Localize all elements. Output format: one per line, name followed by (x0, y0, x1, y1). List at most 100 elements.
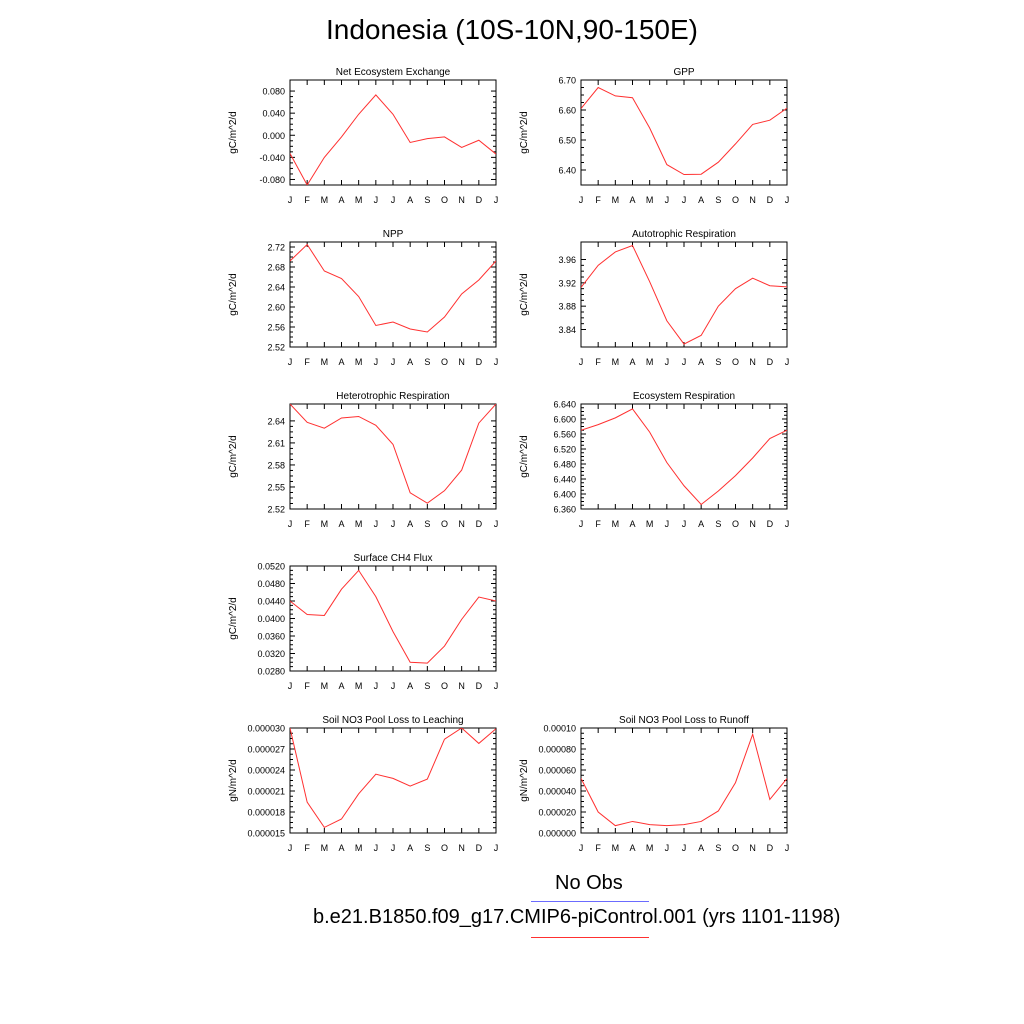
surface-ch4-flux-frame (289, 565, 497, 672)
ecosystem-respiration-xtick-label: M (612, 519, 620, 529)
gpp-ytick-label: 6.70 (558, 76, 576, 86)
ecosystem-respiration-xtick-label: A (698, 519, 704, 529)
autotrophic-respiration-xtick-label: O (732, 357, 739, 367)
npp-ytick-label: 2.64 (267, 283, 285, 293)
net-ecosystem-exchange-series-line (290, 94, 496, 185)
gpp-xtick-label: F (595, 195, 601, 205)
heterotrophic-respiration-series-line (290, 404, 496, 504)
ecosystem-respiration-xtick-label: N (749, 519, 756, 529)
net-ecosystem-exchange-xtick-label: A (338, 195, 344, 205)
ecosystem-respiration-ytick-label: 6.440 (553, 475, 576, 485)
net-ecosystem-exchange-xtick-label: J (494, 195, 499, 205)
autotrophic-respiration-ylabel: gC/m^2/d (519, 273, 530, 316)
autotrophic-respiration-title: Autotrophic Respiration (632, 229, 736, 240)
gpp-xtick-label: M (612, 195, 620, 205)
soil-no3-leaching-xtick-label: M (355, 843, 363, 853)
gpp-series-line (581, 86, 787, 176)
soil-no3-leaching-xtick-label: D (476, 843, 483, 853)
soil-no3-runoff-title: Soil NO3 Pool Loss to Runoff (619, 715, 749, 726)
soil-no3-runoff-xtick-label: J (665, 843, 670, 853)
npp-ytick-label: 2.68 (267, 263, 285, 273)
heterotrophic-respiration-xtick-label: J (288, 519, 293, 529)
surface-ch4-flux-xtick-label: M (321, 681, 329, 691)
npp-xtick-label: M (355, 357, 363, 367)
soil-no3-leaching-xtick-label: J (391, 843, 396, 853)
heterotrophic-respiration-ytick-label: 2.58 (267, 460, 285, 470)
gpp-xtick-label: J (682, 195, 687, 205)
npp-xtick-label: N (458, 357, 465, 367)
soil-no3-leaching-xtick-label: A (407, 843, 413, 853)
ecosystem-respiration-xtick-label: A (629, 519, 635, 529)
soil-no3-leaching-series-line (290, 728, 496, 829)
npp-xtick-label: J (494, 357, 499, 367)
surface-ch4-flux-ytick-label: 0.0520 (257, 562, 285, 572)
net-ecosystem-exchange-xtick-label: D (476, 195, 483, 205)
soil-no3-runoff-ytick-label: 0.000040 (538, 787, 576, 797)
autotrophic-respiration-ytick-label: 3.96 (558, 255, 576, 265)
heterotrophic-respiration-frame (289, 403, 497, 510)
surface-ch4-flux-xtick-label: D (476, 681, 483, 691)
surface-ch4-flux-xtick-label: O (441, 681, 448, 691)
soil-no3-runoff-xtick-label: J (682, 843, 687, 853)
soil-no3-runoff-xtick-label: N (749, 843, 756, 853)
ecosystem-respiration-series-line (581, 408, 787, 506)
ecosystem-respiration-xtick-label: J (665, 519, 670, 529)
npp-xtick-label: J (374, 357, 379, 367)
gpp-xtick-label: N (749, 195, 756, 205)
soil-no3-runoff-xtick-label: A (629, 843, 635, 853)
surface-ch4-flux-title: Surface CH4 Flux (354, 553, 433, 564)
figure-title: Indonesia (10S-10N,90-150E) (325, 14, 698, 45)
legend-model-label: b.e21.B1850.f09_g17.CMIP6-piControl.001 … (313, 906, 841, 928)
ecosystem-respiration-ytick-label: 6.400 (553, 490, 576, 500)
net-ecosystem-exchange-ytick-label: -0.040 (259, 153, 285, 163)
autotrophic-respiration-frame (580, 241, 788, 348)
soil-no3-runoff-xtick-label: J (579, 843, 584, 853)
gpp-frame (580, 79, 788, 186)
soil-no3-runoff-xtick-label: M (612, 843, 620, 853)
soil-no3-runoff-frame (580, 727, 788, 834)
net-ecosystem-exchange-xtick-label: A (407, 195, 413, 205)
gpp-xtick-label: J (785, 195, 790, 205)
heterotrophic-respiration-ylabel: gC/m^2/d (228, 435, 239, 478)
surface-ch4-flux-ylabel: gC/m^2/d (228, 597, 239, 640)
net-ecosystem-exchange-ytick-label: 0.080 (262, 87, 285, 97)
surface-ch4-flux-ytick-label: 0.0480 (257, 579, 285, 589)
soil-no3-leaching-xtick-label: F (304, 843, 310, 853)
net-ecosystem-exchange-xtick-label: J (391, 195, 396, 205)
heterotrophic-respiration-xtick-label: A (338, 519, 344, 529)
heterotrophic-respiration-ytick-label: 2.61 (267, 438, 285, 448)
soil-no3-runoff-xtick-label: F (595, 843, 601, 853)
net-ecosystem-exchange-ytick-label: -0.080 (259, 175, 285, 185)
heterotrophic-respiration-xtick-label: J (391, 519, 396, 529)
soil-no3-leaching-ytick-label: 0.000021 (247, 787, 285, 797)
soil-no3-leaching-ytick-label: 0.000018 (247, 808, 285, 818)
net-ecosystem-exchange-ytick-label: 0.040 (262, 109, 285, 119)
surface-ch4-flux-xtick-label: J (288, 681, 293, 691)
npp-xtick-label: F (304, 357, 310, 367)
soil-no3-runoff-xtick-label: S (715, 843, 721, 853)
soil-no3-leaching-xtick-label: M (321, 843, 329, 853)
surface-ch4-flux-xtick-label: M (355, 681, 363, 691)
autotrophic-respiration-xtick-label: M (646, 357, 654, 367)
npp-xtick-label: D (476, 357, 483, 367)
surface-ch4-flux-ytick-label: 0.0360 (257, 632, 285, 642)
gpp-ytick-label: 6.40 (558, 166, 576, 176)
npp-ytick-label: 2.72 (267, 243, 285, 253)
surface-ch4-flux-xtick-label: A (407, 681, 413, 691)
ecosystem-respiration-ytick-label: 6.600 (553, 415, 576, 425)
gpp-xtick-label: O (732, 195, 739, 205)
net-ecosystem-exchange-xtick-label: M (355, 195, 363, 205)
soil-no3-leaching-panel: Soil NO3 Pool Loss to Leaching gN/m^2/d J F… (228, 715, 498, 853)
soil-no3-leaching-frame (289, 727, 497, 834)
npp-ylabel: gC/m^2/d (228, 273, 239, 316)
heterotrophic-respiration-xtick-label: J (374, 519, 379, 529)
legend-obs-label: No Obs (555, 872, 623, 894)
net-ecosystem-exchange-title: Net Ecosystem Exchange (336, 67, 451, 78)
legend-model-swatch (531, 937, 649, 938)
gpp-title: GPP (673, 67, 694, 78)
soil-no3-runoff-xtick-label: J (785, 843, 790, 853)
